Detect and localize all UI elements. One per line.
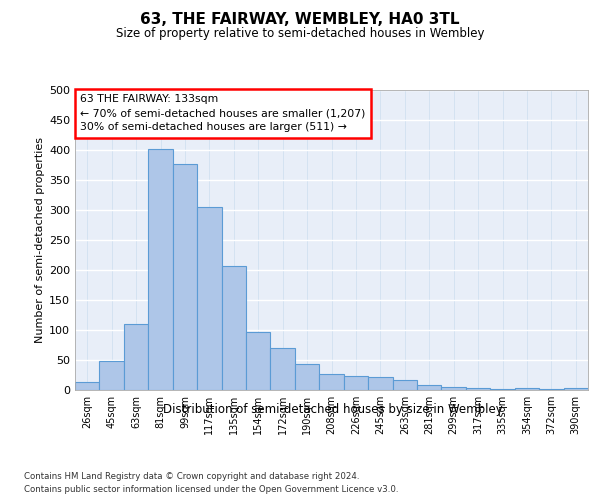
Y-axis label: Number of semi-detached properties: Number of semi-detached properties <box>35 137 45 343</box>
Bar <box>173 164 197 390</box>
Bar <box>344 376 368 390</box>
Bar <box>295 364 319 390</box>
Bar <box>197 207 221 390</box>
Bar <box>75 382 100 390</box>
Bar <box>563 388 588 390</box>
Text: Contains public sector information licensed under the Open Government Licence v3: Contains public sector information licen… <box>24 485 398 494</box>
Text: Size of property relative to semi-detached houses in Wembley: Size of property relative to semi-detach… <box>116 28 484 40</box>
Bar <box>515 388 539 390</box>
Text: Contains HM Land Registry data © Crown copyright and database right 2024.: Contains HM Land Registry data © Crown c… <box>24 472 359 481</box>
Bar <box>100 361 124 390</box>
Bar <box>417 384 442 390</box>
Bar <box>319 374 344 390</box>
Bar <box>368 377 392 390</box>
Bar <box>221 266 246 390</box>
Bar <box>271 348 295 390</box>
Text: 63, THE FAIRWAY, WEMBLEY, HA0 3TL: 63, THE FAIRWAY, WEMBLEY, HA0 3TL <box>140 12 460 28</box>
Bar <box>246 332 271 390</box>
Text: 63 THE FAIRWAY: 133sqm
← 70% of semi-detached houses are smaller (1,207)
30% of : 63 THE FAIRWAY: 133sqm ← 70% of semi-det… <box>80 94 365 132</box>
Text: Distribution of semi-detached houses by size in Wembley: Distribution of semi-detached houses by … <box>163 402 503 415</box>
Bar <box>124 324 148 390</box>
Bar <box>442 387 466 390</box>
Bar <box>392 380 417 390</box>
Bar <box>466 388 490 390</box>
Bar <box>148 150 173 390</box>
